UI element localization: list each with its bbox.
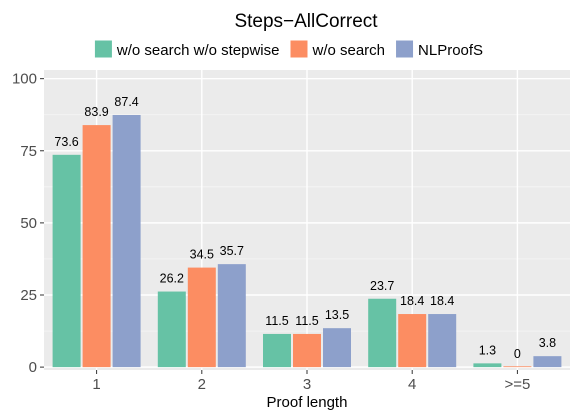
bar-value-label: 26.2	[160, 272, 184, 286]
legend-key	[290, 40, 308, 58]
chart-title: Steps−AllCorrect	[234, 11, 378, 32]
bar-value-label: 87.4	[114, 95, 138, 109]
y-axis: 0 25 50 75 100	[12, 71, 44, 376]
bar-value-label: 23.7	[370, 279, 394, 293]
bar-value-label: 18.4	[400, 294, 424, 308]
x-tick-label: 1	[92, 376, 100, 393]
bar	[217, 264, 246, 368]
bar-value-label: 18.4	[430, 294, 454, 308]
legend-label: w/o search	[311, 42, 385, 59]
bar	[428, 314, 457, 368]
bar	[473, 363, 502, 368]
bar-value-label: 3.8	[539, 336, 556, 350]
legend-key	[396, 40, 414, 58]
bar	[293, 333, 321, 368]
bar	[263, 333, 291, 368]
bar	[187, 267, 216, 368]
bars	[52, 115, 562, 368]
bar	[157, 291, 186, 368]
bar	[368, 298, 397, 368]
x-axis-title: Proof length	[267, 394, 348, 411]
bar	[82, 125, 111, 368]
data-labels: 73.6 26.2 11.5 23.7 1.3 83.9 34.5 11.5 18.4 0 87.4…	[54, 95, 556, 361]
bar-value-label: 0	[514, 347, 521, 361]
y-tick-label: 25	[20, 287, 37, 304]
bar-value-label: 1.3	[479, 343, 496, 357]
legend: w/o search w/o stepwise w/o search NLProof…	[94, 40, 483, 59]
y-tick-label: 75	[20, 143, 37, 160]
bar	[398, 314, 427, 368]
bar	[323, 328, 351, 368]
legend-label: w/o search w/o stepwise	[116, 42, 280, 59]
bar	[52, 154, 81, 368]
x-tick-label: 3	[303, 376, 311, 393]
bar-value-label: 34.5	[190, 248, 214, 262]
y-tick-label: 100	[12, 71, 37, 88]
bar-value-label: 11.5	[265, 314, 288, 328]
x-axis: 1 2 3 4 >=5	[92, 370, 530, 393]
y-tick-label: 0	[29, 359, 37, 376]
legend-key	[94, 40, 112, 58]
bar	[533, 356, 562, 368]
bar-value-label: 13.5	[325, 308, 349, 322]
bar-value-label: 73.6	[54, 135, 78, 149]
bar	[112, 115, 141, 368]
bar	[503, 366, 532, 368]
bar-value-label: 11.5	[295, 314, 318, 328]
y-tick-label: 50	[20, 215, 37, 232]
bar-value-label: 35.7	[220, 244, 244, 258]
bar-value-label: 83.9	[84, 105, 108, 119]
x-tick-label: >=5	[504, 376, 530, 393]
legend-label: NLProofS	[418, 42, 483, 59]
x-tick-label: 4	[408, 376, 416, 393]
x-tick-label: 2	[198, 376, 206, 393]
